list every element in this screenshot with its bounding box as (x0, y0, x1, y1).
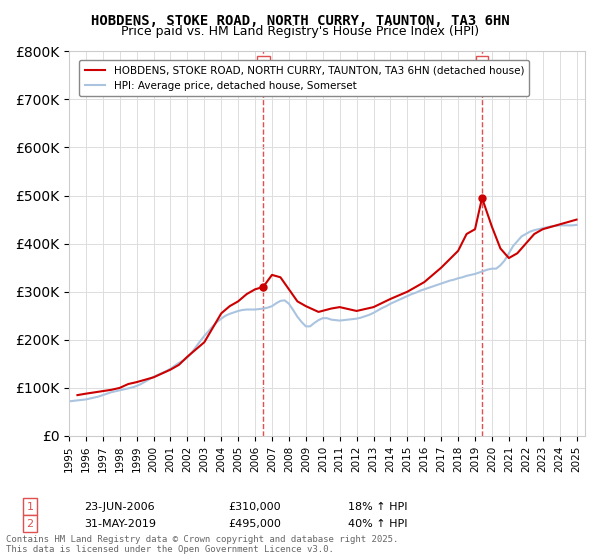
Text: 31-MAY-2019: 31-MAY-2019 (84, 519, 156, 529)
Text: HOBDENS, STOKE ROAD, NORTH CURRY, TAUNTON, TA3 6HN: HOBDENS, STOKE ROAD, NORTH CURRY, TAUNTO… (91, 14, 509, 28)
Legend: HOBDENS, STOKE ROAD, NORTH CURRY, TAUNTON, TA3 6HN (detached house), HPI: Averag: HOBDENS, STOKE ROAD, NORTH CURRY, TAUNTO… (79, 60, 529, 96)
Text: 40% ↑ HPI: 40% ↑ HPI (348, 519, 407, 529)
Text: 1: 1 (26, 502, 34, 512)
Text: £495,000: £495,000 (228, 519, 281, 529)
Text: 2: 2 (478, 59, 486, 72)
Text: 23-JUN-2006: 23-JUN-2006 (84, 502, 155, 512)
Text: 2: 2 (26, 519, 34, 529)
Text: £310,000: £310,000 (228, 502, 281, 512)
Text: Contains HM Land Registry data © Crown copyright and database right 2025.
This d: Contains HM Land Registry data © Crown c… (6, 535, 398, 554)
Text: 18% ↑ HPI: 18% ↑ HPI (348, 502, 407, 512)
Text: Price paid vs. HM Land Registry's House Price Index (HPI): Price paid vs. HM Land Registry's House … (121, 25, 479, 38)
Text: 1: 1 (259, 59, 267, 72)
